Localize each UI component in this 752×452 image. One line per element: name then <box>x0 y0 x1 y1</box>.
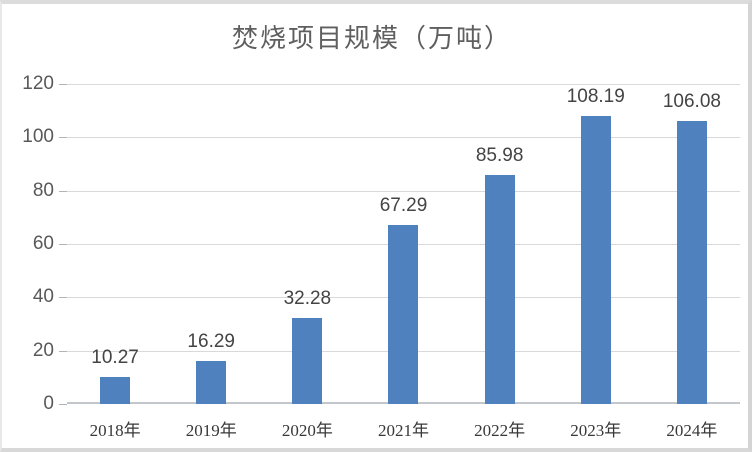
bar-value-label: 32.28 <box>283 287 332 309</box>
y-axis-tick <box>59 190 67 192</box>
y-axis-tick <box>59 350 67 352</box>
bar-column: 85.98 2022年 <box>452 84 548 440</box>
y-axis-label: 120 <box>22 73 54 94</box>
gridline <box>67 190 740 192</box>
bar <box>100 376 131 404</box>
plot-area: 10.27 2018年 16.29 2019年 32.28 2020年 67.29 2021年… <box>59 84 740 441</box>
bar-value-label: 106.08 <box>662 91 721 113</box>
bar <box>388 224 419 404</box>
bar-value-label: 67.29 <box>379 194 428 216</box>
bar-value-label: 10.27 <box>91 346 139 368</box>
x-axis-label: 2018年 <box>89 421 141 440</box>
bar <box>196 360 227 404</box>
bar-column: 10.27 2018年 <box>67 84 163 440</box>
chart-title: 焚烧项目规模（万吨） <box>231 24 512 54</box>
x-axis-label: 2022年 <box>474 421 526 440</box>
y-axis-label: 60 <box>32 233 54 254</box>
x-axis-label: 2021年 <box>377 421 429 440</box>
y-axis-label: 40 <box>32 286 54 308</box>
y-axis-label: 20 <box>32 339 54 361</box>
y-axis-tick <box>59 137 67 139</box>
bar-value-label: 85.98 <box>475 144 524 166</box>
bar-column: 32.28 2020年 <box>259 84 355 440</box>
gridline <box>67 137 740 139</box>
bar-column: 106.08 2024年 <box>644 84 740 440</box>
bar <box>292 317 323 404</box>
bar-column: 67.29 2021年 <box>355 84 451 440</box>
bar-column: 16.29 2019年 <box>163 84 259 440</box>
gridline <box>67 84 740 85</box>
x-axis-label: 2019年 <box>185 421 237 440</box>
x-axis-label: 2020年 <box>281 421 333 440</box>
bar-value-label: 16.29 <box>187 330 235 352</box>
bar-value-label: 108.19 <box>566 85 625 107</box>
x-axis-label: 2024年 <box>666 421 718 440</box>
y-axis-tick <box>59 404 67 405</box>
x-axis-label: 2023年 <box>570 421 622 440</box>
bar <box>676 121 707 404</box>
bar-column: 108.19 2023年 <box>548 84 644 441</box>
y-axis-label: 80 <box>32 179 54 201</box>
y-axis-tick <box>59 84 67 85</box>
y-axis-tick <box>59 297 67 299</box>
y-axis-label: 100 <box>22 126 54 148</box>
bar <box>484 174 515 404</box>
y-axis-label: 0 <box>43 393 54 414</box>
y-axis-tick <box>59 244 67 245</box>
bar <box>580 115 611 404</box>
